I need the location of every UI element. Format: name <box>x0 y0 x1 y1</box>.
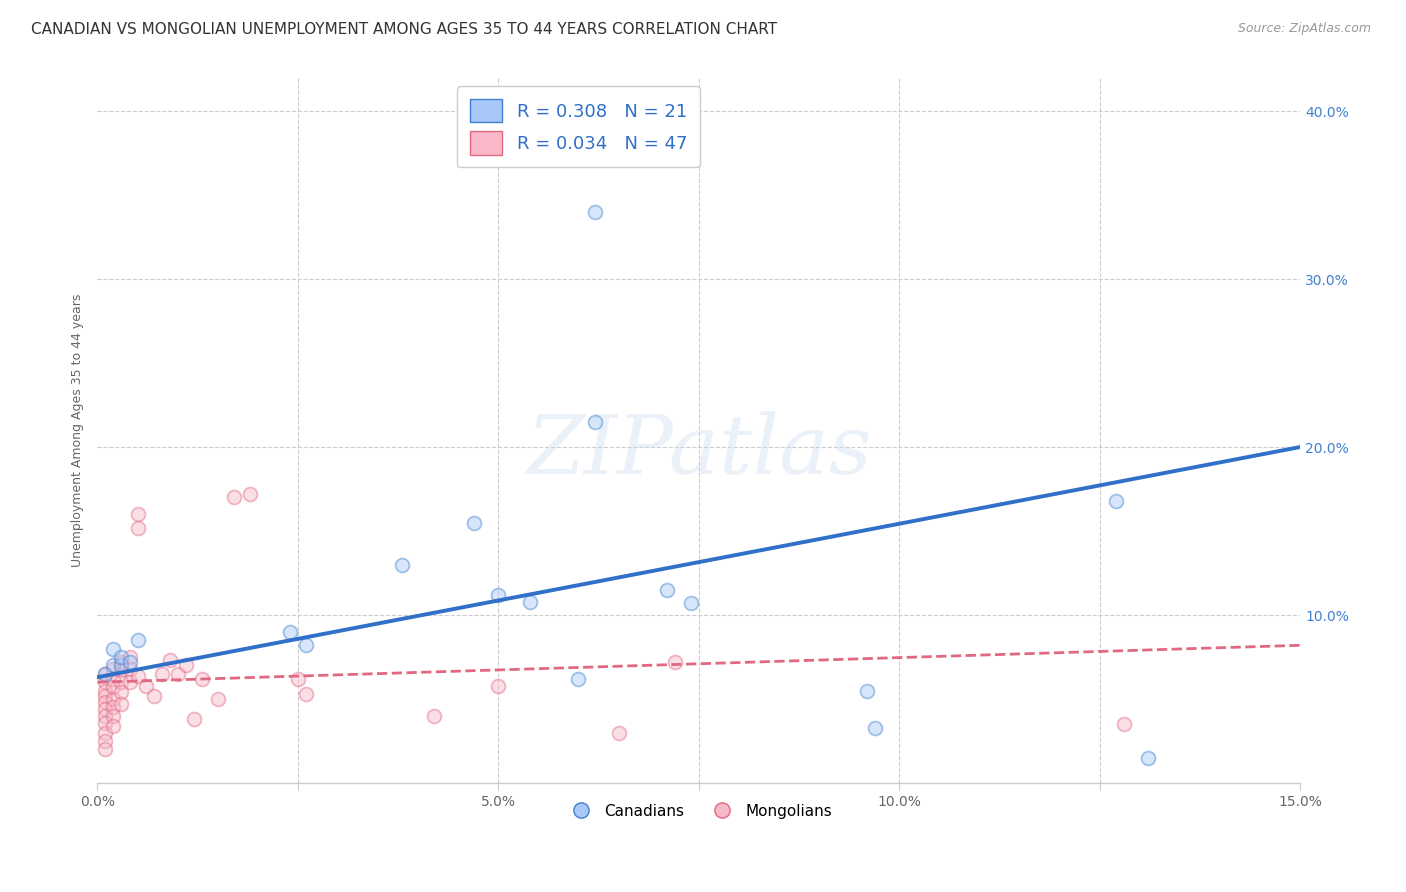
Point <box>135 679 157 693</box>
Point <box>110 664 132 678</box>
Point <box>110 697 132 711</box>
Point <box>150 666 173 681</box>
Point <box>103 658 125 673</box>
Point <box>142 689 165 703</box>
Point <box>287 672 309 686</box>
Point <box>103 672 125 686</box>
Point <box>103 719 125 733</box>
Point <box>118 675 141 690</box>
Point <box>94 702 117 716</box>
Point <box>94 675 117 690</box>
Point <box>463 516 485 530</box>
Point <box>486 588 509 602</box>
Point <box>103 641 125 656</box>
Point <box>856 683 879 698</box>
Point <box>118 655 141 669</box>
Point <box>103 709 125 723</box>
Point <box>679 596 702 610</box>
Legend: Canadians, Mongolians: Canadians, Mongolians <box>560 797 838 825</box>
Point <box>174 658 197 673</box>
Point <box>166 666 188 681</box>
Point <box>278 624 301 639</box>
Point <box>607 725 630 739</box>
Point <box>239 487 262 501</box>
Point <box>519 594 541 608</box>
Point <box>94 715 117 730</box>
Point <box>94 689 117 703</box>
Point <box>94 709 117 723</box>
Point <box>222 491 245 505</box>
Point <box>127 668 149 682</box>
Point <box>110 675 132 690</box>
Point <box>127 508 149 522</box>
Point <box>110 650 132 665</box>
Point <box>103 680 125 694</box>
Point <box>94 734 117 748</box>
Point <box>110 685 132 699</box>
Point <box>1105 493 1128 508</box>
Text: CANADIAN VS MONGOLIAN UNEMPLOYMENT AMONG AGES 35 TO 44 YEARS CORRELATION CHART: CANADIAN VS MONGOLIAN UNEMPLOYMENT AMONG… <box>31 22 778 37</box>
Point <box>159 653 181 667</box>
Point <box>1112 717 1135 731</box>
Point <box>583 204 606 219</box>
Point <box>655 582 678 597</box>
Point <box>863 721 886 735</box>
Y-axis label: Unemployment Among Ages 35 to 44 years: Unemployment Among Ages 35 to 44 years <box>72 293 84 567</box>
Point <box>127 521 149 535</box>
Point <box>183 712 205 726</box>
Point <box>94 725 117 739</box>
Point <box>94 695 117 709</box>
Point <box>103 662 125 676</box>
Point <box>94 683 117 698</box>
Point <box>94 742 117 756</box>
Point <box>190 672 212 686</box>
Point <box>94 666 117 681</box>
Point <box>94 666 117 681</box>
Point <box>110 658 132 673</box>
Point <box>486 679 509 693</box>
Point <box>295 687 318 701</box>
Point <box>295 638 318 652</box>
Point <box>391 558 413 572</box>
Point <box>110 655 132 669</box>
Point <box>127 633 149 648</box>
Point <box>118 650 141 665</box>
Point <box>103 692 125 706</box>
Point <box>207 692 229 706</box>
Point <box>118 662 141 676</box>
Point <box>583 415 606 429</box>
Point <box>567 672 589 686</box>
Point <box>103 700 125 714</box>
Text: Source: ZipAtlas.com: Source: ZipAtlas.com <box>1237 22 1371 36</box>
Text: ZIPatlas: ZIPatlas <box>526 411 872 491</box>
Point <box>664 655 686 669</box>
Point <box>423 709 446 723</box>
Point <box>1136 751 1159 765</box>
